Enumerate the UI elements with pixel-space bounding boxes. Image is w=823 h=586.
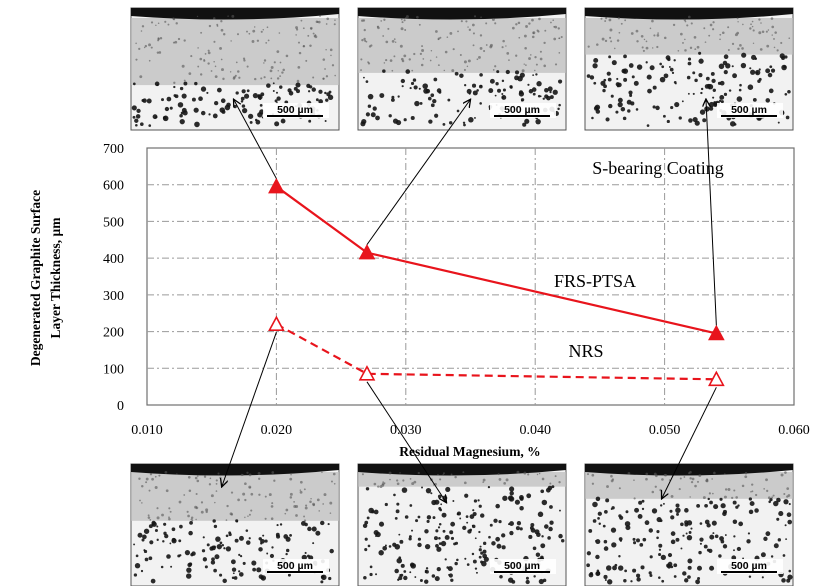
data-point-frs-ptsa: [708, 324, 725, 341]
x-tick-label: 0.040: [519, 423, 551, 438]
pointer-arrow: [706, 100, 717, 326]
x-tick-label: 0.060: [778, 423, 810, 438]
x-axis-ticks: 0.010 0.020 0.030 0.040 0.050 0.060: [131, 423, 810, 438]
y-tick-label: 500: [103, 215, 124, 230]
y-tick-label: 200: [103, 326, 124, 341]
y-tick-label: 700: [103, 142, 124, 157]
data-point-frs-ptsa: [358, 243, 376, 260]
y-tick-label: 400: [103, 252, 124, 267]
pointer-arrows: [222, 100, 717, 502]
data-series: [268, 177, 725, 387]
pointer-arrow: [366, 381, 446, 502]
x-tick-label: 0.010: [131, 423, 163, 438]
data-point-nrs: [708, 370, 725, 387]
svg-text:Degenerated Graphite Surface: Degenerated Graphite Surface: [28, 190, 43, 366]
y-tick-label: 0: [117, 399, 124, 414]
micrograph-bottom-1: 500 µm: [130, 463, 340, 586]
y-tick-label: 100: [103, 362, 124, 377]
data-point-frs-ptsa: [268, 177, 285, 194]
pointer-arrow: [662, 387, 717, 498]
annotation-s-bearing-coating: S-bearing Coating: [592, 158, 723, 178]
scale-bar-label: 500 µm: [504, 560, 540, 572]
x-tick-label: 0.050: [649, 423, 681, 438]
data-point-nrs: [268, 315, 285, 332]
x-tick-label: 0.020: [261, 423, 293, 438]
scale-bar-label: 500 µm: [277, 104, 313, 116]
y-tick-label: 300: [103, 289, 124, 304]
pointer-arrow: [234, 100, 277, 179]
scale-bar-label: 500 µm: [731, 560, 767, 572]
scale-bar-label: 500 µm: [731, 104, 767, 116]
x-axis-title: Residual Magnesium, %: [399, 444, 540, 459]
y-axis-ticks: 0 100 200 300 400 500 600 700: [103, 142, 124, 414]
micrograph-top-2: 500 µm: [357, 7, 567, 131]
micrograph-top-3: 500 µm: [584, 7, 794, 131]
data-point-nrs: [358, 365, 376, 381]
micrograph-panels: 500 µm 500 µm 500 µm 500 µm 500 µm 500 µm: [130, 7, 794, 586]
scale-bar-label: 500 µm: [277, 560, 313, 572]
grid: [147, 148, 794, 405]
pointer-arrow: [366, 100, 470, 245]
micrograph-bottom-3: 500 µm: [584, 463, 794, 586]
micrograph-bottom-2: 500 µm: [357, 463, 567, 586]
svg-text:Layer Thickness, µm: Layer Thickness, µm: [48, 217, 63, 339]
x-tick-label: 0.030: [390, 423, 422, 438]
series-label-frs-ptsa: FRS-PTSA: [554, 271, 636, 291]
pointer-arrow: [222, 332, 277, 486]
scale-bar-label: 500 µm: [504, 104, 540, 116]
micrograph-top-1: 500 µm: [130, 7, 340, 131]
y-tick-label: 600: [103, 179, 124, 194]
series-label-nrs: NRS: [568, 341, 603, 361]
y-axis-title: Degenerated Graphite Surface Layer Thick…: [28, 190, 63, 366]
